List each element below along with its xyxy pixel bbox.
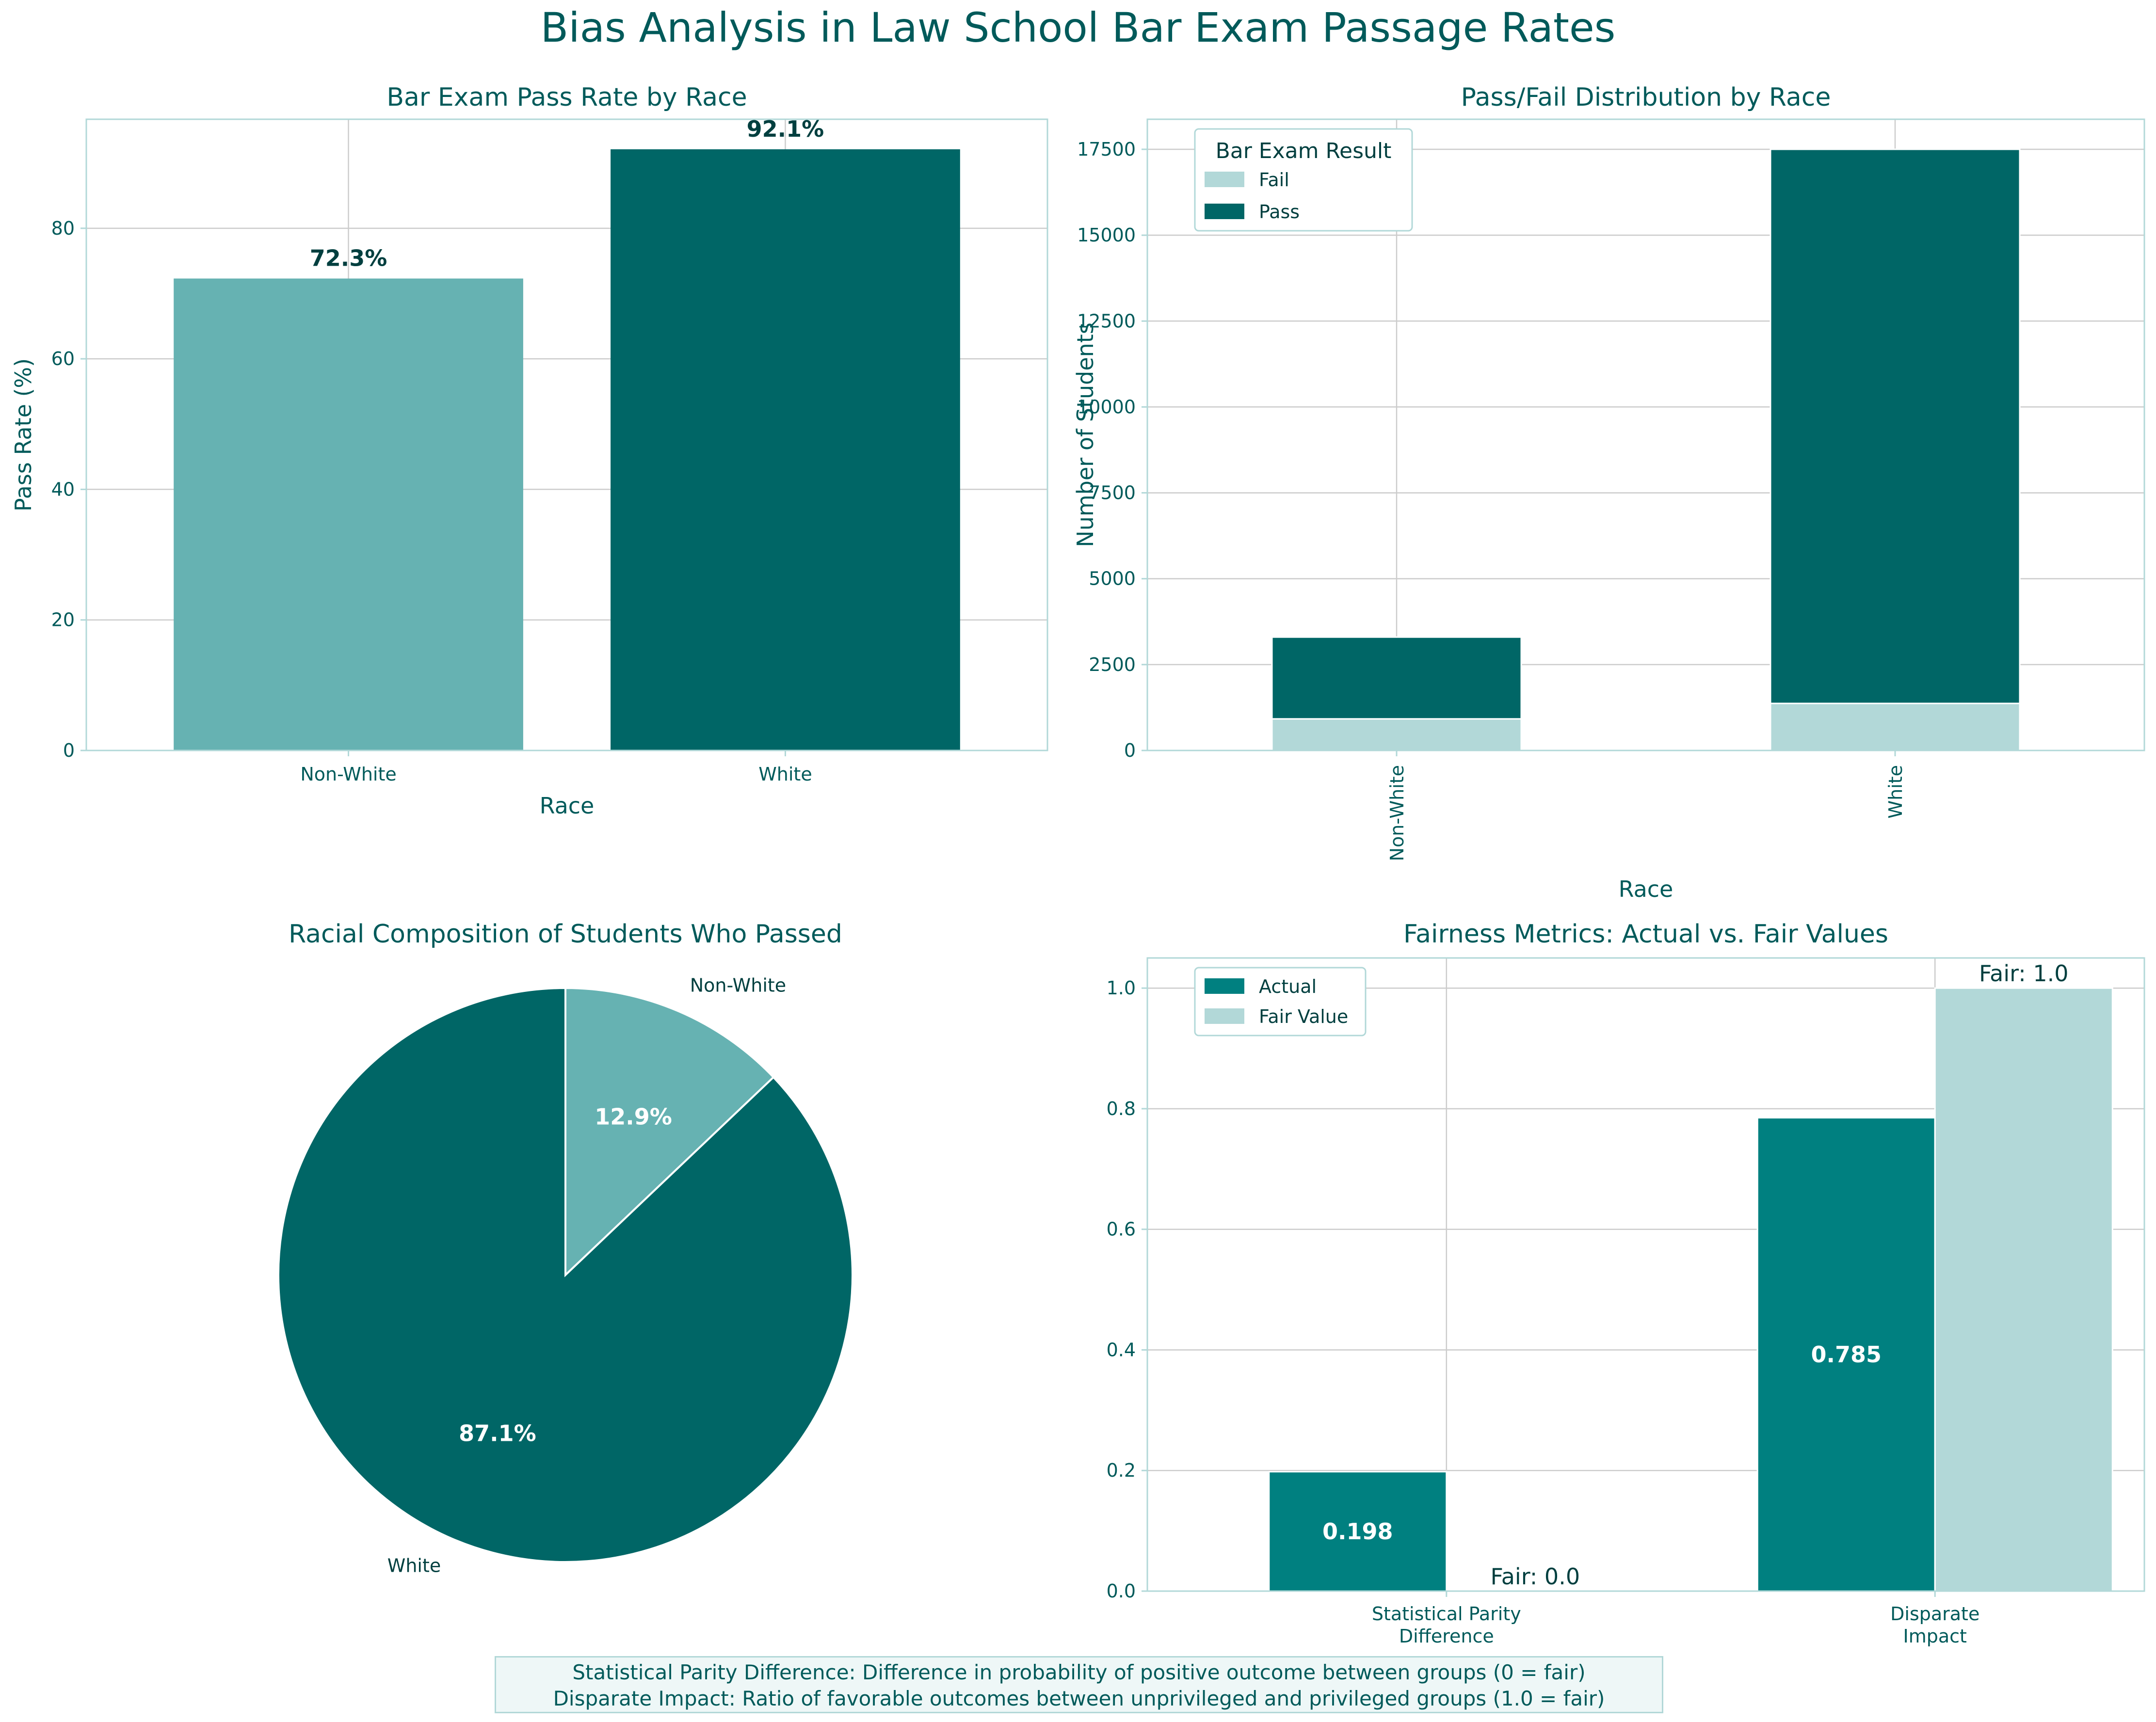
pass-rate-x-tick-label: White — [758, 764, 812, 785]
fairness-x-tick-label: Disparate — [1890, 1603, 1979, 1625]
pass-rate-y-tick-label: 20 — [51, 609, 75, 631]
pass-fail-legend-title: Bar Exam Result — [1216, 139, 1392, 163]
pass-fail-bar-fail-non-white — [1271, 718, 1522, 751]
composition-slice-white — [277, 987, 853, 1563]
pass-fail-y-tick-label: 15000 — [1077, 224, 1136, 246]
composition-slice-label: Non-White — [690, 975, 786, 996]
fairness-x-tick-label: Statistical Parity — [1372, 1603, 1521, 1625]
pass-fail-y-tick-label: 12500 — [1077, 310, 1136, 332]
composition-pie-chart: Racial Composition of Students Who Passe… — [277, 920, 853, 1576]
fairness-x-tick-label: Impact — [1903, 1626, 1967, 1647]
fairness-y-tick-label: 0.6 — [1107, 1219, 1136, 1240]
pass-rate-bar-non-white — [174, 278, 523, 750]
pass-rate-frame — [85, 118, 1048, 751]
fairness-y-tick-label: 0.2 — [1107, 1460, 1136, 1481]
pass-rate-x-tick-label: Non-White — [300, 764, 396, 785]
pass-fail-legend-box — [1194, 128, 1413, 232]
fairness-title: Fairness Metrics: Actual vs. Fair Values — [1403, 920, 1888, 949]
composition-title: Racial Composition of Students Who Passe… — [289, 920, 842, 949]
pass-fail-x-tick-label: Non-White — [1386, 765, 1408, 861]
fairness-legend-swatch-actual — [1205, 978, 1244, 994]
fairness-y-tick-label: 0.0 — [1107, 1580, 1136, 1602]
fairness-legend-label: Actual — [1259, 976, 1317, 997]
composition-slice-non-white — [564, 987, 775, 1277]
fairness-footnote: Statistical Parity Difference: Differenc… — [495, 1656, 1663, 1713]
fairness-y-tick-label: 0.8 — [1107, 1098, 1136, 1119]
pass-fail-y-tick-label: 10000 — [1077, 396, 1136, 417]
pass-fail-y-tick-label: 0 — [1124, 740, 1136, 761]
pass-rate-value-label: 92.1% — [747, 116, 824, 142]
pass-fail-legend-label: Fail — [1259, 169, 1289, 191]
pass-rate-chart: Bar Exam Pass Rate by Race 0 20 40 60 80 72.3%… — [10, 83, 1048, 819]
fairness-x-tick-label: Difference — [1399, 1626, 1494, 1647]
footnote-line-2: Disparate Impact: Ratio of favorable out… — [553, 1687, 1605, 1710]
pass-fail-xlabel: Race — [1619, 876, 1673, 902]
fairness-fair-value-label: Fair: 1.0 — [1979, 960, 2069, 987]
composition-slice-label: White — [387, 1555, 441, 1576]
fairness-bar-actual — [1756, 1117, 1936, 1592]
pass-fail-y-tick-label: 5000 — [1089, 568, 1136, 590]
fairness-actual-value-label: 0.785 — [1811, 1341, 1882, 1368]
pass-fail-bar-pass-non-white — [1271, 636, 1522, 720]
pass-fail-y-tick-label: 2500 — [1089, 654, 1136, 675]
pass-fail-ylabel: Number of Students — [1072, 322, 1098, 547]
pass-rate-xlabel: Race — [540, 793, 595, 819]
composition-pct-label: 87.1% — [459, 1420, 536, 1446]
pass-fail-legend-swatch-pass — [1205, 204, 1244, 219]
pass-fail-legend-label: Pass — [1259, 201, 1300, 223]
pass-fail-legend: Bar Exam Result Fail Pass — [1194, 128, 1413, 232]
fairness-bar-fair-value — [1934, 987, 2113, 1592]
pass-fail-legend-swatch-fail — [1205, 172, 1244, 187]
fairness-actual-value-label: 0.198 — [1322, 1518, 1393, 1545]
pass-fail-frame — [1146, 118, 2145, 751]
pass-fail-y-tick-label: 17500 — [1077, 139, 1136, 160]
footnote-line-1: Statistical Parity Difference: Differenc… — [572, 1660, 1586, 1684]
pass-fail-bar-fail-white — [1770, 702, 2021, 751]
fairness-fair-value-label: Fair: 0.0 — [1491, 1563, 1580, 1590]
fairness-y-tick-label: 1.0 — [1107, 977, 1136, 999]
pass-fail-bar-pass-white — [1770, 148, 2021, 704]
pass-rate-y-tick-label: 40 — [51, 478, 75, 500]
fairness-metrics-chart: Fairness Metrics: Actual vs. Fair Values… — [1107, 920, 2145, 1647]
fairness-legend: Actual Fair Value — [1194, 967, 1367, 1036]
fairness-legend-label: Fair Value — [1259, 1006, 1348, 1027]
pass-rate-y-tick-label: 0 — [63, 740, 75, 761]
pass-rate-ylabel: Pass Rate (%) — [10, 358, 36, 511]
pass-rate-title: Bar Exam Pass Rate by Race — [386, 83, 747, 112]
fairness-y-tick-label: 0.4 — [1107, 1339, 1136, 1360]
fairness-frame — [1146, 957, 2145, 1592]
figure-title: Bias Analysis in Law School Bar Exam Pas… — [541, 4, 1616, 51]
pass-fail-x-tick-label: White — [1885, 765, 1906, 819]
fairness-legend-swatch-fair-value — [1205, 1008, 1244, 1024]
pass-fail-y-tick-label: 7500 — [1089, 482, 1136, 504]
composition-pct-label: 12.9% — [595, 1104, 672, 1130]
pass-rate-y-tick-label: 60 — [51, 348, 75, 369]
pass-rate-bar-white — [611, 149, 960, 750]
pass-rate-y-tick-label: 80 — [51, 218, 75, 239]
pass-rate-value-label: 72.3% — [310, 245, 387, 271]
pass-fail-title: Pass/Fail Distribution by Race — [1461, 83, 1831, 112]
pass-fail-chart: Pass/Fail Distribution by Race 0 2500 5000 7… — [1072, 83, 2145, 902]
